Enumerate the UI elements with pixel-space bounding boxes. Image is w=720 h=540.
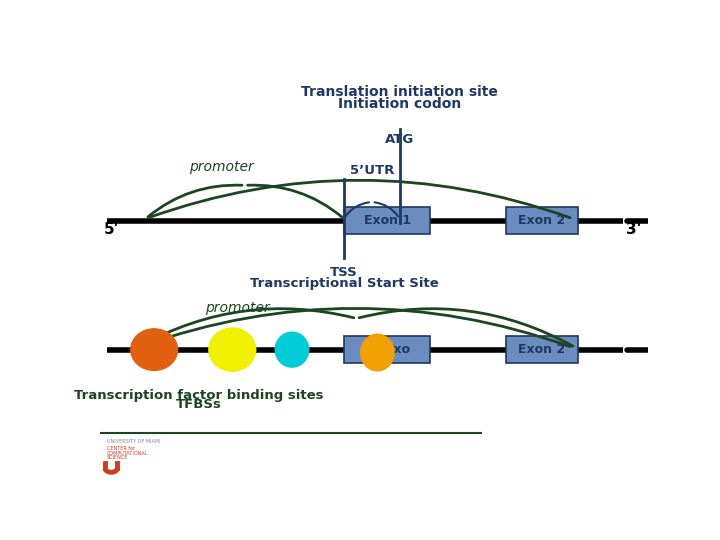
Text: Transcription factor binding sites: Transcription factor binding sites (74, 389, 323, 402)
Text: Exon 1: Exon 1 (364, 214, 410, 227)
Ellipse shape (275, 332, 309, 367)
FancyBboxPatch shape (505, 207, 578, 234)
Text: 5': 5' (104, 221, 120, 237)
Text: Initiation codon: Initiation codon (338, 97, 462, 111)
Ellipse shape (209, 328, 256, 371)
FancyBboxPatch shape (344, 207, 431, 234)
Text: TFBSs: TFBSs (176, 399, 222, 411)
Text: UNIVERSITY OF MIAMI: UNIVERSITY OF MIAMI (107, 438, 161, 443)
Text: Translation initiation site: Translation initiation site (301, 85, 498, 99)
FancyBboxPatch shape (505, 336, 578, 363)
Ellipse shape (131, 329, 178, 370)
Text: Exo: Exo (386, 343, 411, 356)
Text: promoter: promoter (205, 301, 270, 315)
Text: 5’UTR: 5’UTR (350, 164, 394, 177)
Text: 3': 3' (626, 221, 641, 237)
Text: promoter: promoter (189, 160, 253, 174)
Text: Exon 2: Exon 2 (518, 343, 565, 356)
Text: COMPUTATIONAL: COMPUTATIONAL (107, 451, 148, 456)
Text: ATG: ATG (385, 133, 414, 146)
FancyBboxPatch shape (344, 336, 431, 363)
Text: Transcriptional Start Site: Transcriptional Start Site (250, 276, 438, 289)
Text: Exon 2: Exon 2 (518, 214, 565, 227)
Text: CENTER for: CENTER for (107, 446, 135, 451)
Ellipse shape (361, 334, 394, 371)
Text: TSS: TSS (330, 266, 358, 279)
Text: SCIENCE: SCIENCE (107, 455, 128, 460)
